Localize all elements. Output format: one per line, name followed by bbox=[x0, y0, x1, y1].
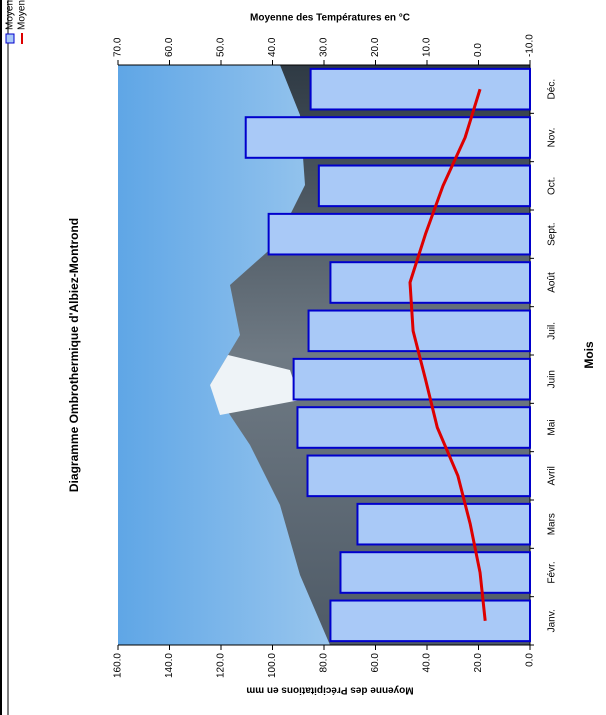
x-tick-label: Déc. bbox=[547, 79, 558, 100]
x-tick-label: Juil. bbox=[547, 322, 558, 340]
x-tick-label: Juin bbox=[547, 370, 558, 388]
bar bbox=[329, 599, 531, 643]
x-tick-label: Nov. bbox=[547, 128, 558, 148]
background-mountain bbox=[210, 65, 530, 645]
y-axis-title: Moyenne des Précipitations en mm bbox=[246, 684, 413, 695]
bar bbox=[356, 502, 531, 546]
background-snow bbox=[210, 355, 300, 415]
x-axis-title: Mois bbox=[582, 341, 596, 369]
x-tick-label: Janv. bbox=[547, 609, 558, 632]
legend-label: Moyenne de bbox=[17, 0, 28, 30]
x-tick-label: Oct. bbox=[547, 177, 558, 195]
y2-tick-label: 40.0 bbox=[267, 37, 278, 57]
bar bbox=[296, 406, 532, 449]
line bbox=[408, 88, 487, 621]
bar bbox=[267, 212, 531, 256]
y2-tick-label: 30.0 bbox=[319, 37, 330, 57]
y-tick-label: 120.0 bbox=[216, 653, 227, 678]
bar bbox=[329, 261, 531, 304]
bar bbox=[244, 116, 531, 159]
legend-swatch bbox=[5, 33, 15, 44]
y2-tick-label: 70.0 bbox=[113, 37, 124, 57]
y2-tick-label: 0.0 bbox=[473, 43, 484, 57]
y-tick-label: 160.0 bbox=[113, 653, 124, 678]
y2-tick-label: -10.0 bbox=[525, 34, 536, 57]
y2-tick-label: 10.0 bbox=[422, 37, 433, 57]
x-tick-label: Sept. bbox=[547, 222, 558, 245]
bar bbox=[317, 164, 531, 208]
y-tick-label: 140.0 bbox=[164, 653, 175, 678]
x-tick-label: Févr. bbox=[547, 561, 558, 583]
x-tick-label: Août bbox=[547, 272, 558, 293]
chart-title: Diagramme Ombrothermique d'Albiez-Montro… bbox=[67, 218, 81, 492]
y2-tick-label: 50.0 bbox=[216, 37, 227, 57]
y-tick-label: 60.0 bbox=[370, 653, 381, 673]
y-tick-label: 20.0 bbox=[473, 653, 484, 673]
bar bbox=[292, 357, 531, 401]
y-tick-label: 80.0 bbox=[319, 653, 330, 673]
y2-tick-label: 60.0 bbox=[164, 37, 175, 57]
bar bbox=[309, 67, 531, 111]
x-tick-label: Mai bbox=[547, 419, 558, 435]
bar bbox=[339, 551, 532, 594]
y2-axis-title: Moyenne des Températures en °C bbox=[250, 13, 410, 24]
y-tick-label: 40.0 bbox=[422, 653, 433, 673]
bar bbox=[306, 454, 531, 498]
y2-tick-label: 20.0 bbox=[370, 37, 381, 57]
legend-label: Moyenne de bbox=[5, 0, 16, 30]
x-tick-label: Avril bbox=[547, 466, 558, 485]
x-tick-label: Mars bbox=[547, 513, 558, 535]
y-tick-label: 0.0 bbox=[525, 653, 536, 667]
y-tick-label: 100.0 bbox=[267, 653, 278, 678]
bar bbox=[307, 309, 531, 353]
